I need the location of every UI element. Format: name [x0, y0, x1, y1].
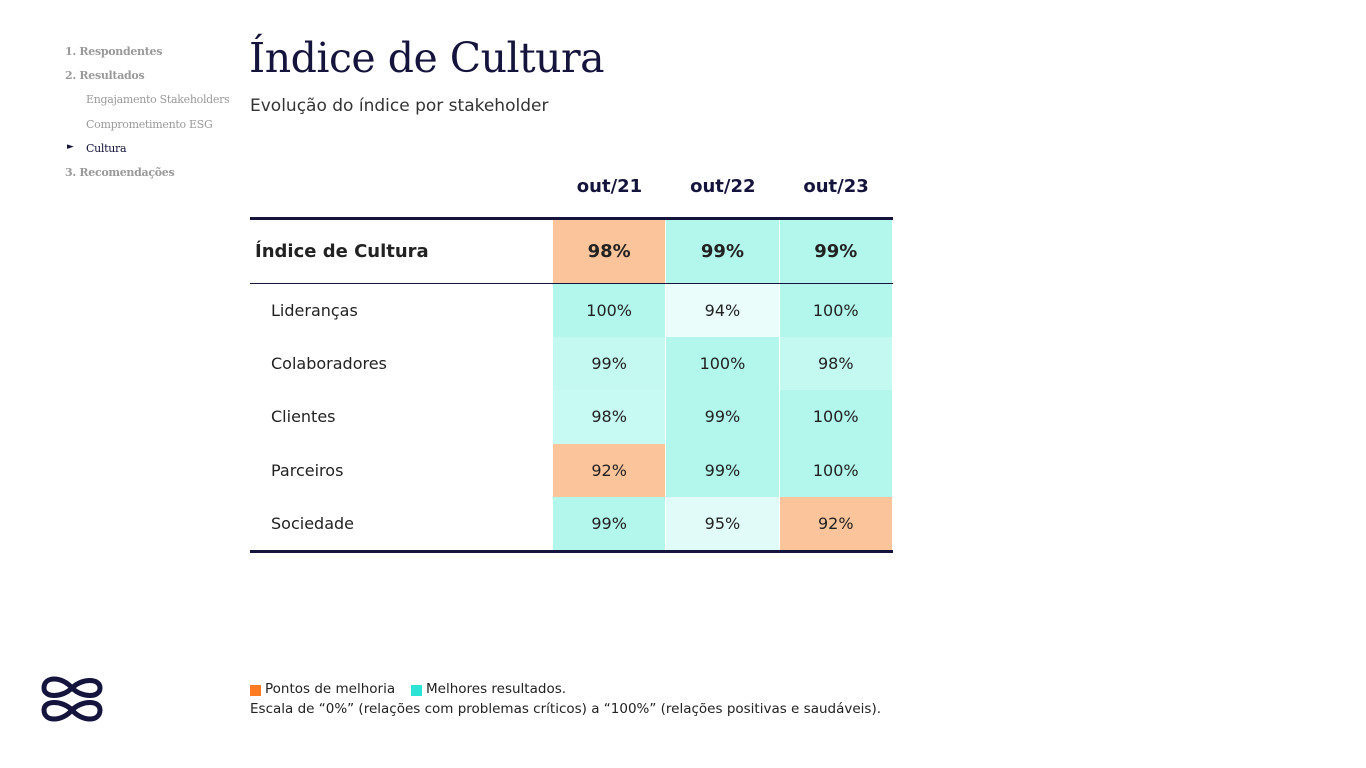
summary-label: Índice de Cultura: [255, 241, 429, 262]
legend-label: Melhores resultados.: [426, 681, 567, 697]
title: Índice de Cultura: [249, 34, 605, 82]
logo: [41, 676, 103, 722]
row-label: Lideranças: [271, 301, 358, 321]
row-label: Colaboradores: [271, 354, 387, 374]
subtitle: Evolução do índice por stakeholder: [250, 96, 549, 116]
cell: 99%: [553, 496, 666, 550]
cell: 92%: [553, 443, 666, 497]
cell: 94%: [666, 284, 779, 338]
cell: 100%: [779, 390, 892, 444]
summary-cell: 98%: [553, 220, 666, 283]
cell: 92%: [779, 496, 892, 550]
cell: 100%: [779, 443, 892, 497]
summary-rule: [250, 283, 893, 284]
cell: 99%: [666, 443, 779, 497]
nav-item[interactable]: Comprometimento ESG: [86, 118, 213, 131]
row-label: Clientes: [271, 407, 336, 427]
legend-label: Pontos de melhoria: [265, 681, 396, 697]
cell: 98%: [553, 390, 666, 444]
table-top-rule: [250, 217, 893, 220]
cell: 100%: [779, 284, 892, 338]
nav-section[interactable]: 2. Resultados: [65, 69, 145, 82]
summary-cell: 99%: [779, 220, 892, 283]
nav-marker: ►: [67, 142, 74, 152]
legend-swatch: [411, 685, 422, 696]
row-label: Sociedade: [271, 513, 354, 533]
legend-swatch: [250, 685, 261, 696]
nav-section[interactable]: 1. Respondentes: [65, 45, 163, 58]
footnote: Escala de “0%” (relações com problemas c…: [250, 701, 881, 717]
column-header: out/21: [576, 176, 643, 197]
cell: 95%: [666, 496, 779, 550]
nav-section[interactable]: 3. Recomendações: [65, 166, 175, 179]
summary-cell: 99%: [666, 220, 779, 283]
column-header: out/22: [690, 176, 756, 197]
column-header: out/23: [803, 176, 869, 197]
cell: 100%: [666, 337, 779, 391]
table-bottom-rule: [250, 550, 893, 553]
cell: 100%: [553, 284, 666, 338]
nav-item[interactable]: Engajamento Stakeholders: [86, 93, 230, 106]
cell: 99%: [666, 390, 779, 444]
row-label: Parceiros: [271, 460, 344, 480]
cell: 98%: [779, 337, 892, 391]
cell: 99%: [553, 337, 666, 391]
nav-item-current[interactable]: Cultura: [86, 142, 127, 155]
